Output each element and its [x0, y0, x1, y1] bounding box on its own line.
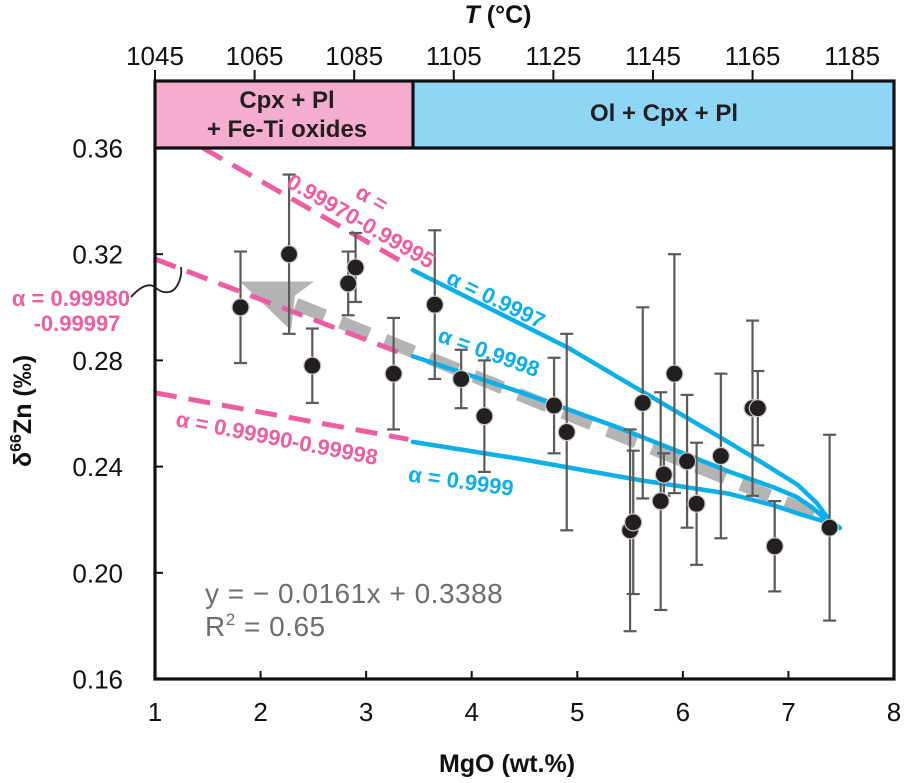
model-label-low-early: α = 0.99990-0.99998 — [174, 406, 380, 470]
data-point — [425, 295, 444, 314]
data-point — [665, 364, 684, 383]
top-tick-label: 1045 — [126, 41, 184, 71]
label-leader-line — [130, 266, 183, 298]
y-axis-title-superscript: 66 — [8, 434, 25, 452]
top-tick-label: 1065 — [226, 41, 284, 71]
y-tick-label: 0.28 — [72, 346, 123, 376]
top-axis-title: T (°C) — [465, 1, 532, 29]
data-point — [303, 356, 322, 375]
r2-prefix: R — [205, 611, 226, 642]
model-curve-high-late-solid — [410, 267, 843, 531]
regression-arrow — [239, 281, 818, 521]
r2-suffix: = 0.65 — [236, 611, 326, 642]
x-axis-title: MgO (wt.%) — [439, 750, 575, 778]
y-axis-title: δ66Zn (‰) — [8, 355, 37, 467]
data-point — [633, 393, 652, 412]
data-point — [544, 396, 564, 415]
data-point — [820, 518, 839, 537]
model-label-mid-early-line2: -0.99997 — [34, 311, 121, 336]
top-axis-title-unit: (°C) — [480, 1, 532, 29]
data-point — [677, 452, 697, 471]
fractionation-models — [154, 145, 843, 531]
data-point — [452, 369, 471, 389]
data-points — [231, 245, 839, 556]
top-tick-label: 1185 — [824, 41, 880, 71]
y-tick-label: 0.36 — [72, 134, 123, 164]
data-point — [651, 492, 670, 511]
data-point — [231, 298, 250, 317]
x-tick-label: 7 — [781, 697, 795, 727]
data-point — [624, 513, 643, 532]
top-tick-label: 1105 — [426, 41, 482, 71]
x-tick-label: 3 — [359, 697, 373, 727]
x-tick-label: 6 — [676, 697, 690, 727]
model-curve-low-late-solid — [410, 439, 843, 531]
y-axis-title-suffix: Zn (‰) — [9, 355, 37, 434]
phase-label-ol-cpx-pl: Ol + Cpx + Pl — [590, 100, 738, 127]
model-curve-low-early-dashed — [154, 390, 409, 442]
top-tick-label: 1125 — [525, 41, 581, 71]
x-tick-label: 5 — [570, 697, 584, 727]
x-tick-label: 4 — [464, 697, 478, 727]
model-label-mid-early-line1: α = 0.99980 — [12, 286, 130, 311]
phase-label-cpx-pl: Cpx + Pl — [239, 87, 334, 114]
data-point — [279, 245, 299, 264]
x-tick-label: 1 — [148, 697, 162, 727]
data-point — [384, 364, 403, 383]
model-label-high-late: α = 0.9997 — [443, 265, 549, 334]
data-point — [654, 465, 673, 484]
data-point — [475, 407, 494, 426]
regression-equation: y = − 0.0161x + 0.3388 — [205, 578, 503, 609]
data-point — [687, 494, 706, 513]
phase-field-ol-cpx-pl — [412, 81, 894, 148]
data-point — [346, 258, 365, 277]
model-curve-mid-early-dashed — [154, 256, 410, 359]
top-axis-title-symbol: T — [465, 1, 483, 29]
data-point — [711, 446, 730, 466]
plot-border — [153, 79, 896, 681]
x-tick-label: 2 — [253, 697, 267, 727]
y-tick-label: 0.32 — [72, 240, 123, 270]
phase-fields — [155, 81, 894, 148]
y-axis-title-prefix: δ — [9, 452, 37, 467]
y-tick-label: 0.24 — [72, 452, 123, 482]
y-tick-label: 0.16 — [72, 665, 123, 695]
data-point — [765, 537, 784, 556]
phase-label-fe-ti-oxides: + Fe-Ti oxides — [207, 116, 367, 143]
x-tick-label: 8 — [887, 697, 901, 727]
plot-frame — [153, 79, 896, 681]
regression-arrow-head — [239, 281, 314, 331]
model-curve-high-early-dashed — [201, 145, 410, 268]
axis-ticks — [154, 70, 895, 680]
top-tick-label: 1165 — [725, 41, 781, 71]
data-point — [557, 422, 576, 442]
top-tick-label: 1085 — [325, 41, 383, 71]
data-point — [748, 399, 767, 418]
r2-superscript: 2 — [226, 610, 236, 629]
regression-r2: R2 = 0.65 — [205, 610, 326, 642]
data-point — [339, 274, 358, 293]
phase-field-cpx-pl-fe-ti — [155, 81, 413, 148]
y-tick-label: 0.20 — [72, 558, 123, 588]
top-tick-label: 1145 — [625, 41, 681, 71]
model-label-low-late: α = 0.9999 — [407, 461, 515, 500]
